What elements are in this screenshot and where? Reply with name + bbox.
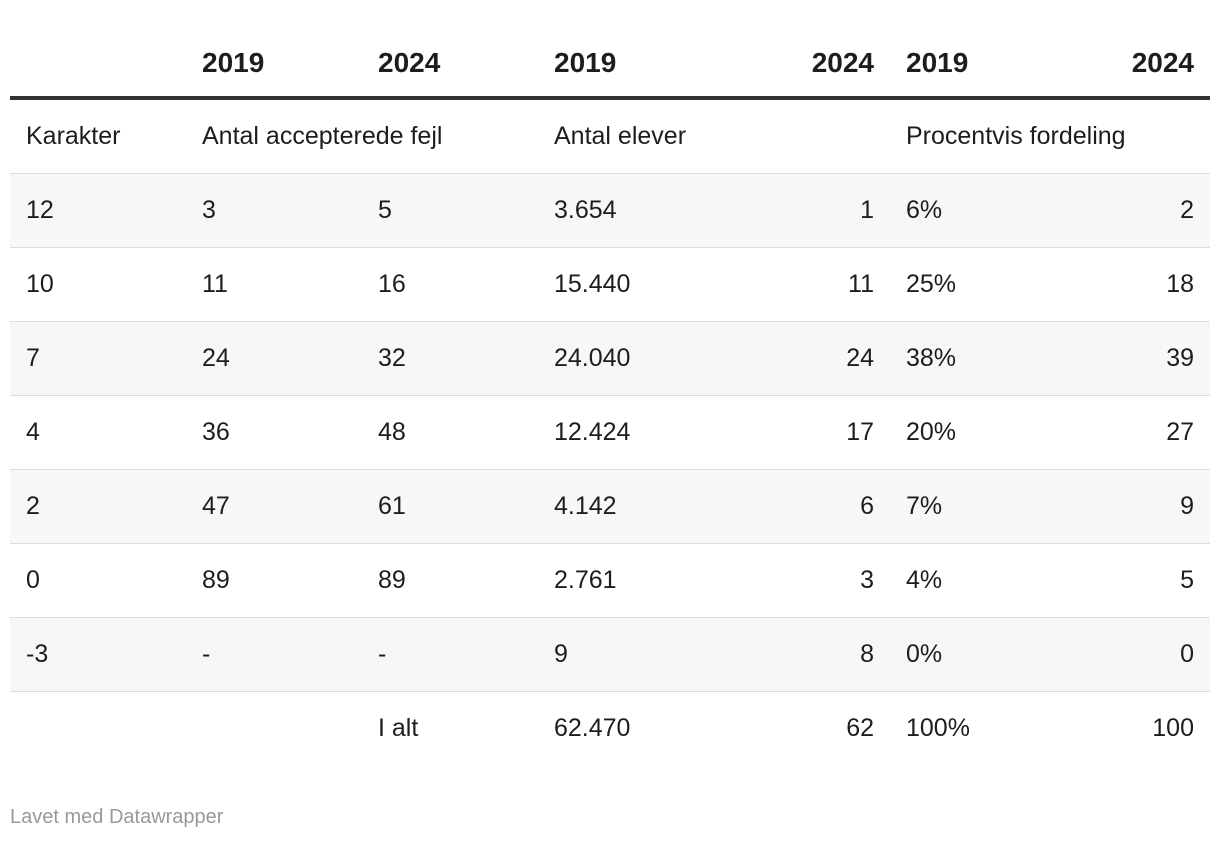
cell-fejl-2024: 16 <box>362 247 538 322</box>
subheader-fejl: Antal accepterede fejl <box>186 98 442 174</box>
total-elever-2019: 62.470 <box>554 714 631 742</box>
total-label: I alt <box>378 714 419 742</box>
subheader-elever: Antal elever <box>538 98 714 174</box>
data-table: 2019 2024 2019 2024 2019 2024 Karakter A… <box>10 30 1210 765</box>
cell-fejl-2019: 24 <box>186 321 362 396</box>
header-elever-2019: 2019 <box>538 30 714 100</box>
table-row: 7 24 32 24.040 24 38% 39 <box>10 321 1210 396</box>
cell-karakter: 2 <box>10 469 186 544</box>
cell-fejl-2024: - <box>362 617 538 692</box>
cell-fejl-2019: 47 <box>186 469 362 544</box>
cell-elever-2019: 12.424 <box>538 395 714 470</box>
subheader-karakter: Karakter <box>10 98 186 174</box>
header-fejl-2024: 2024 <box>362 30 538 100</box>
cell-fejl-2024: 5 <box>362 173 538 248</box>
cell-fejl-2019: 89 <box>186 543 362 618</box>
subheader-empty-3 <box>1066 98 1210 174</box>
total-pct-2019: 100% <box>906 714 970 742</box>
cell-pct-2019: 38% <box>890 321 1066 396</box>
cell-pct-2024: 9 <box>1066 469 1210 544</box>
header-pct-2019: 2019 <box>890 30 1066 100</box>
total-empty-2 <box>186 692 362 766</box>
cell-elever-2024: 17 <box>714 395 890 470</box>
cell-pct-2019: 7% <box>890 469 1066 544</box>
cell-fejl-2024: 61 <box>362 469 538 544</box>
header-pct-2024: 2024 <box>1066 30 1210 100</box>
cell-pct-2024: 2 <box>1066 173 1210 248</box>
cell-karakter: 12 <box>10 173 186 248</box>
cell-elever-2019: 15.440 <box>538 247 714 322</box>
cell-pct-2019: 20% <box>890 395 1066 470</box>
table-row: 0 89 89 2.761 3 4% 5 <box>10 543 1210 618</box>
cell-karakter: 0 <box>10 543 186 618</box>
total-elever-2024: 62 <box>846 714 874 742</box>
table-row: 2 47 61 4.142 6 7% 9 <box>10 469 1210 544</box>
datawrapper-credit: Lavet med Datawrapper <box>10 806 224 828</box>
table-row: -3- -9 8 0% 0 <box>10 617 1210 692</box>
subheader-empty-2 <box>714 98 890 174</box>
cell-fejl-2019: 11 <box>186 247 362 322</box>
cell-fejl-2024: 32 <box>362 321 538 396</box>
cell-elever-2024: 24 <box>714 321 890 396</box>
cell-karakter: -3 <box>10 617 186 692</box>
cell-fejl-2024: 89 <box>362 543 538 618</box>
cell-elever-2019: 9 <box>538 617 714 692</box>
cell-pct-2024: 18 <box>1066 247 1210 322</box>
cell-elever-2019: 24.040 <box>538 321 714 396</box>
cell-fejl-2019: 3 <box>186 173 362 248</box>
data-table-container: 2019 2024 2019 2024 2019 2024 Karakter A… <box>10 30 1210 765</box>
table-header: 2019 2024 2019 2024 2019 2024 <box>10 30 1210 100</box>
total-row: I alt 62.470 62 100% 100 <box>10 692 1210 766</box>
cell-karakter: 10 <box>10 247 186 322</box>
cell-pct-2024: 5 <box>1066 543 1210 618</box>
cell-elever-2024: 1 <box>714 173 890 248</box>
cell-pct-2019: 6% <box>890 173 1066 248</box>
header-empty <box>10 30 186 100</box>
cell-karakter: 4 <box>10 395 186 470</box>
cell-pct-2024: 27 <box>1066 395 1210 470</box>
subheader-empty-1 <box>362 98 538 174</box>
cell-elever-2024: 3 <box>714 543 890 618</box>
table-row: 12 3 5 3.654 1 6% 2 <box>10 173 1210 248</box>
cell-pct-2019: 0% <box>890 617 1066 692</box>
table-row: 10 11 16 15.440 11 25% 18 <box>10 247 1210 322</box>
cell-fejl-2019: 36 <box>186 395 362 470</box>
header-fejl-2019: 2019 <box>186 30 362 100</box>
header-row: 2019 2024 2019 2024 2019 2024 <box>10 30 1210 100</box>
cell-elever-2019: 4.142 <box>538 469 714 544</box>
subheader-row: Karakter Antal accepterede fejl Antal el… <box>10 98 1210 174</box>
cell-elever-2024: 8 <box>714 617 890 692</box>
cell-elever-2019: 2.761 <box>538 543 714 618</box>
cell-fejl-2019: - <box>186 617 362 692</box>
cell-pct-2024: 39 <box>1066 321 1210 396</box>
table-body: Karakter Antal accepterede fejl Antal el… <box>10 98 1210 765</box>
total-pct-2024: 100 <box>1152 714 1194 742</box>
cell-elever-2019: 3.654 <box>538 173 714 248</box>
cell-pct-2019: 4% <box>890 543 1066 618</box>
cell-pct-2024: 0 <box>1066 617 1210 692</box>
cell-fejl-2024: 48 <box>362 395 538 470</box>
cell-karakter: 7 <box>10 321 186 396</box>
subheader-procent: Procentvis fordeling <box>890 98 1126 174</box>
total-empty-1 <box>10 692 186 766</box>
header-elever-2024: 2024 <box>714 30 890 100</box>
cell-elever-2024: 6 <box>714 469 890 544</box>
cell-pct-2019: 25% <box>890 247 1066 322</box>
table-row: 4 36 48 12.424 17 20% 27 <box>10 395 1210 470</box>
cell-elever-2024: 11 <box>714 247 890 322</box>
